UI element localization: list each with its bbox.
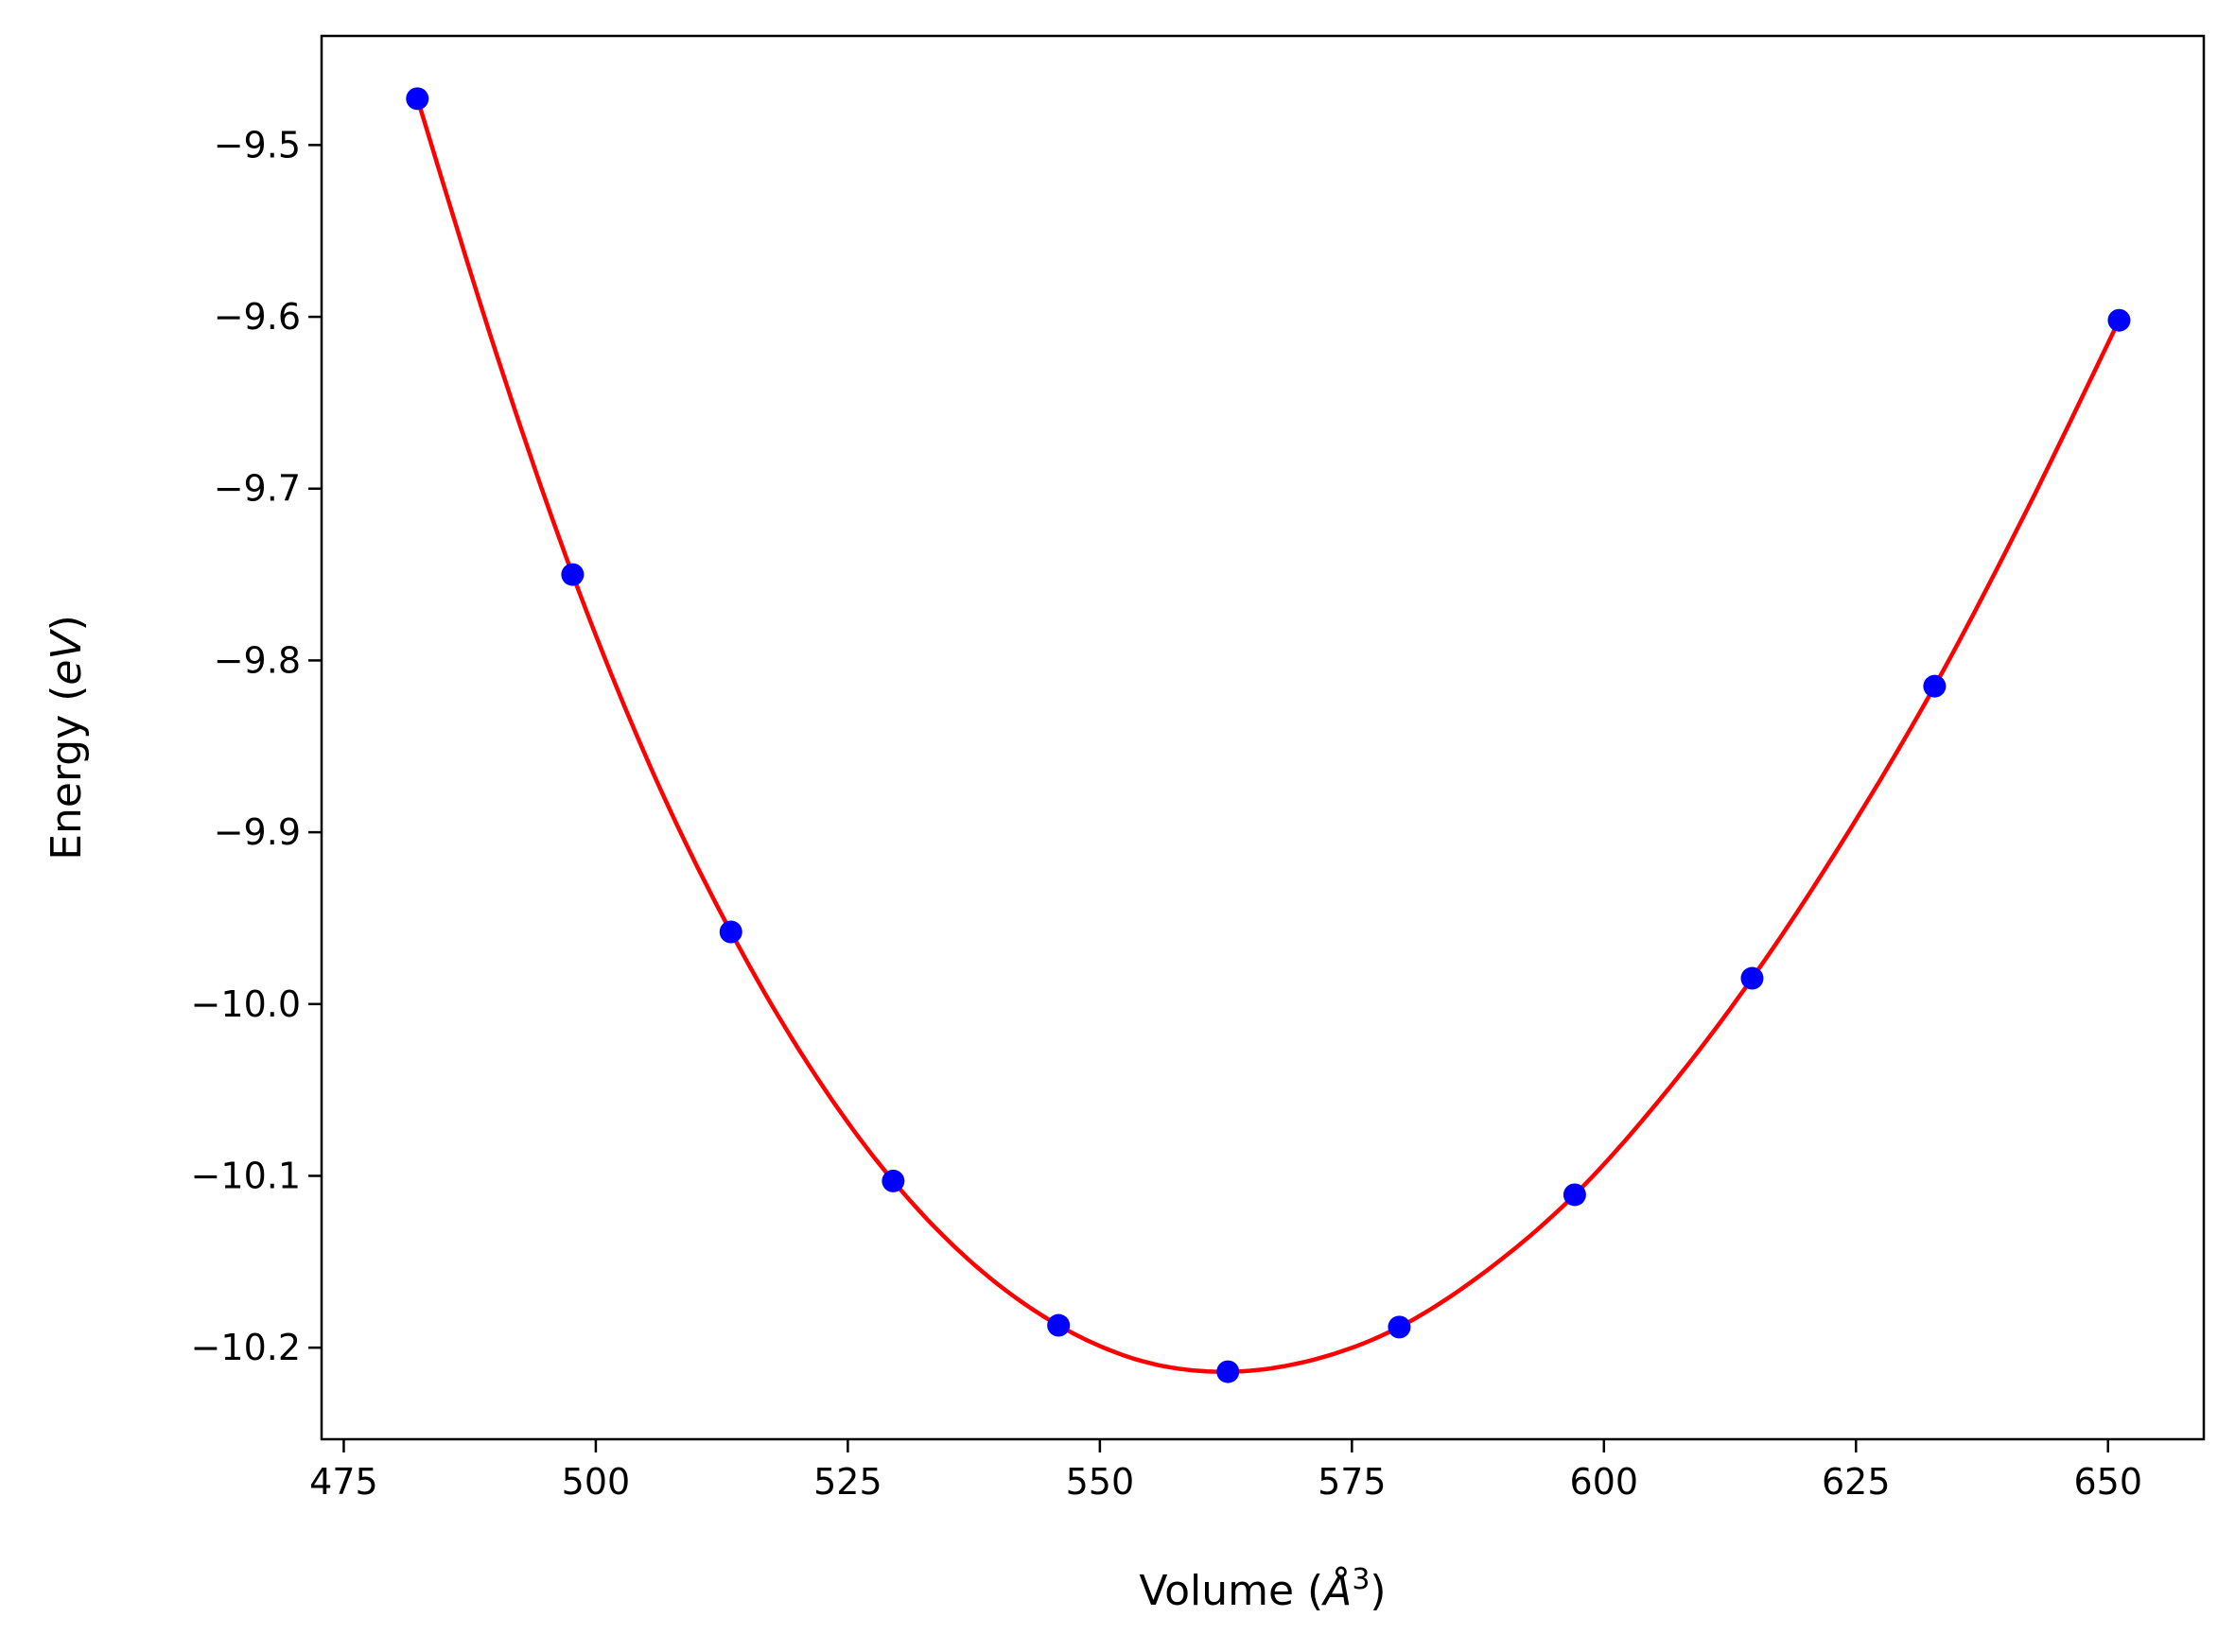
data-point	[719, 920, 742, 944]
x-tick-label: 525	[813, 1461, 882, 1503]
plot-frame	[320, 34, 2206, 1441]
y-tick-label: −9.6	[214, 296, 301, 338]
data-point	[882, 1169, 905, 1192]
y-tick-label: −10.1	[191, 1155, 301, 1196]
y-axis-ticks: −10.2 −10.1 −10.0 −9.9 −9.8 −9.7 −9.6 −9.5	[191, 124, 322, 1368]
data-point	[1563, 1183, 1586, 1207]
data-point	[1216, 1360, 1240, 1383]
x-tick-label: 550	[1066, 1461, 1135, 1503]
x-tick-label: 625	[1822, 1461, 1891, 1503]
x-axis-ticks: 475 500 525 550 575 600 625 650	[309, 1439, 2142, 1503]
y-tick-label: −9.9	[214, 811, 301, 853]
y-tick-label: −9.8	[214, 639, 301, 681]
data-point	[1923, 674, 1947, 698]
plot-area	[322, 36, 2204, 1439]
data-point	[1740, 966, 1764, 990]
y-axis-label: Energy (eV)	[43, 615, 91, 861]
y-tick-label: −9.7	[214, 468, 301, 510]
data-point	[1047, 1313, 1071, 1337]
x-axis-label: Volume (Å3)	[1139, 1563, 1386, 1616]
x-tick-label: 600	[1570, 1461, 1639, 1503]
data-point	[1388, 1315, 1411, 1339]
data-points	[406, 87, 2131, 1383]
data-point	[2107, 308, 2131, 332]
x-tick-label: 650	[2073, 1461, 2142, 1503]
x-tick-label: 575	[1318, 1461, 1387, 1503]
y-tick-label: −9.5	[214, 124, 301, 165]
x-tick-label: 500	[562, 1461, 631, 1503]
x-tick-label: 475	[309, 1461, 378, 1503]
y-tick-label: −10.2	[191, 1327, 301, 1368]
data-point	[561, 563, 585, 586]
data-point	[406, 87, 429, 111]
y-tick-label: −10.0	[191, 983, 301, 1025]
